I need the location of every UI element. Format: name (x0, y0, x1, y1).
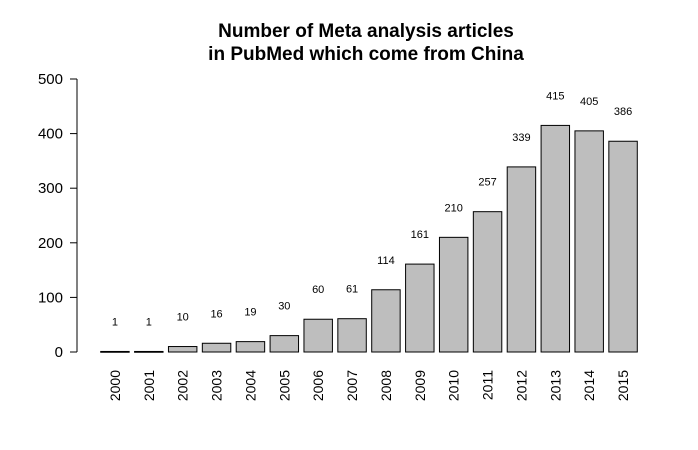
data-label-2005: 30 (278, 301, 290, 313)
bar-2008 (371, 289, 401, 353)
y-tick-label: 300 (38, 180, 63, 197)
data-label-2008: 114 (377, 255, 395, 267)
data-label-2002: 10 (177, 312, 189, 324)
bar-2006 (303, 318, 333, 353)
data-label-2009: 161 (411, 229, 429, 241)
bar-2001 (134, 350, 164, 353)
x-tick-label-2008: 2008 (378, 370, 394, 401)
x-tick-label-2009: 2009 (412, 370, 428, 401)
data-label-2006: 60 (312, 284, 324, 296)
y-tick-label: 500 (38, 71, 63, 88)
data-label-2012: 339 (512, 132, 530, 144)
x-tick-label-2011: 2011 (480, 370, 496, 400)
bar-2004 (235, 341, 266, 353)
x-tick-label-2006: 2006 (310, 370, 326, 401)
chart-title-line-2: in PubMed which come from China (208, 44, 524, 65)
bar-2015 (608, 140, 638, 353)
x-tick-label-2015: 2015 (615, 370, 631, 401)
bar-2012 (506, 166, 537, 353)
bars-group (100, 124, 638, 353)
data-labels-group: 1 1 10 16 19 30 60 61 114 161 210 257 339 415 405 386 (112, 90, 632, 328)
x-tick-label-2003: 2003 (209, 370, 225, 401)
y-axis: 0 100 200 300 400 500 (38, 71, 78, 361)
bar-2000 (100, 350, 130, 353)
x-tick-labels-group: 2000 2001 2002 2003 2004 2005 2006 2007 2008 2009… (107, 370, 631, 401)
bar-2014 (574, 130, 604, 353)
x-tick-label-2002: 2002 (175, 370, 191, 401)
x-tick-label-2004: 2004 (242, 370, 258, 401)
data-label-2007: 61 (346, 284, 358, 296)
data-label-2015: 386 (614, 106, 632, 118)
data-label-2003: 16 (210, 308, 222, 320)
x-tick-label-2005: 2005 (276, 370, 292, 401)
data-label-2000: 1 (112, 316, 118, 328)
bar-2005 (269, 335, 300, 353)
y-tick-label: 0 (55, 344, 63, 361)
data-label-2010: 210 (445, 202, 463, 214)
y-tick-label: 200 (38, 235, 63, 252)
data-label-2011: 257 (478, 177, 496, 189)
bar-2009 (405, 263, 435, 353)
data-label-2013: 415 (546, 90, 564, 102)
bar-2013 (540, 124, 571, 353)
chart-title-line-1: Number of Meta analysis articles (218, 21, 514, 42)
data-label-2014: 405 (580, 96, 598, 108)
x-tick-label-2014: 2014 (581, 370, 597, 401)
data-label-2001: 1 (146, 316, 152, 328)
bar-2007 (337, 318, 367, 353)
bar-2010 (438, 236, 469, 353)
x-tick-label-2001: 2001 (141, 370, 157, 401)
bar-2011 (472, 211, 503, 353)
x-tick-label-2000: 2000 (107, 370, 123, 401)
bar-2002 (167, 346, 198, 353)
x-tick-label-2007: 2007 (344, 370, 360, 401)
x-tick-label-2012: 2012 (513, 370, 529, 401)
data-label-2004: 19 (244, 307, 256, 319)
y-tick-label: 100 (38, 289, 63, 306)
x-tick-label-2013: 2013 (547, 370, 563, 401)
x-tick-label-2010: 2010 (446, 370, 462, 401)
y-tick-label: 400 (38, 126, 63, 143)
bar-2003 (201, 342, 232, 353)
